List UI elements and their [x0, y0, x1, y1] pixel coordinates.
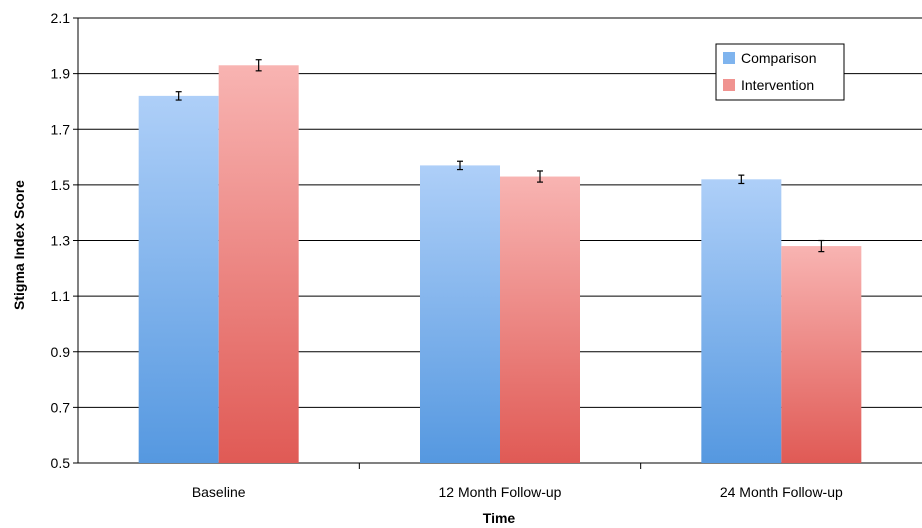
bar-comparison-1	[138, 95, 219, 463]
error-bar	[818, 239, 825, 253]
y-tick-label: 1.1	[51, 288, 71, 304]
x-axis-title: Time	[483, 510, 516, 526]
legend-label-intervention: Intervention	[741, 77, 814, 93]
bar-intervention-2	[500, 176, 580, 463]
y-tick-labels: 0.5 0.7 0.9 1.1 1.3 1.5 1.7 1.9 2.1	[51, 10, 71, 471]
error-bar	[457, 160, 463, 171]
y-tick-label: 0.5	[51, 455, 71, 471]
bars	[138, 65, 862, 463]
y-axis-title: Stigma Index Score	[11, 180, 27, 310]
y-tick-label: 1.9	[51, 66, 71, 82]
bar-comparison-2	[420, 165, 500, 463]
y-tick-label: 2.1	[51, 10, 71, 26]
x-category-label: Baseline	[192, 484, 246, 500]
error-bar	[175, 91, 182, 101]
x-category-labels: Baseline 12 Month Follow-up 24 Month Follo…	[192, 484, 843, 500]
legend-label-comparison: Comparison	[741, 50, 816, 66]
legend-swatch-comparison	[723, 52, 735, 64]
bar-intervention-3	[781, 246, 862, 463]
error-bar	[255, 59, 262, 72]
bar-intervention-1	[218, 65, 299, 463]
y-tick-label: 1.5	[51, 177, 71, 193]
legend-box	[715, 43, 845, 101]
error-bars	[175, 59, 825, 253]
y-tick-label: 1.7	[51, 121, 71, 137]
y-tick-label: 1.3	[51, 233, 71, 249]
error-bar	[738, 174, 745, 185]
x-category-label: 24 Month Follow-up	[720, 484, 843, 500]
error-bar	[537, 170, 543, 183]
y-tick-label: 0.7	[51, 399, 71, 415]
bar-comparison-3	[701, 179, 782, 463]
legend-swatch-intervention	[723, 79, 735, 91]
y-tick-label: 0.9	[51, 344, 71, 360]
x-category-label: 12 Month Follow-up	[439, 484, 562, 500]
legend: Comparison Intervention	[715, 43, 845, 101]
